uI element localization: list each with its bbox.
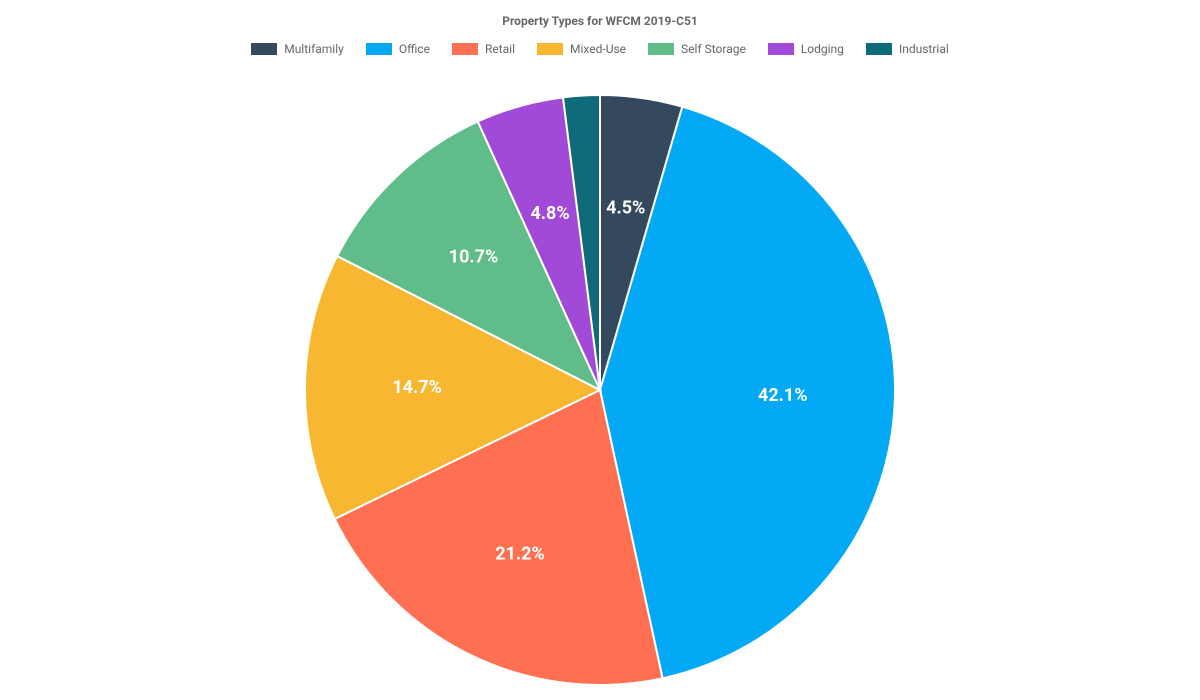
legend-item[interactable]: Self Storage	[648, 42, 746, 56]
slice-label: 42.1%	[758, 385, 808, 406]
legend-label: Office	[399, 42, 430, 56]
legend-item[interactable]: Lodging	[768, 42, 844, 56]
legend-item[interactable]: Multifamily	[251, 42, 344, 56]
legend-label: Multifamily	[284, 42, 344, 56]
legend-swatch	[866, 43, 892, 55]
chart-title: Property Types for WFCM 2019-C51	[0, 14, 1200, 28]
legend-label: Self Storage	[681, 42, 746, 56]
legend-swatch	[452, 43, 478, 55]
legend-label: Mixed-Use	[570, 42, 626, 56]
slice-label: 21.2%	[495, 543, 545, 564]
slice-label: 4.8%	[530, 203, 569, 224]
slice-label: 4.5%	[606, 198, 645, 219]
legend-item[interactable]: Office	[366, 42, 430, 56]
legend-label: Industrial	[899, 42, 949, 56]
legend-swatch	[366, 43, 392, 55]
slice-label: 14.7%	[392, 377, 442, 398]
legend-swatch	[537, 43, 563, 55]
slice-label: 10.7%	[449, 247, 499, 268]
legend-item[interactable]: Mixed-Use	[537, 42, 626, 56]
legend-label: Retail	[485, 42, 515, 56]
legend-item[interactable]: Retail	[452, 42, 515, 56]
chart-legend: Multifamily Office Retail Mixed-Use Self Sto…	[0, 42, 1200, 56]
legend-swatch	[768, 43, 794, 55]
legend-swatch	[648, 43, 674, 55]
pie-chart: 4.5% 42.1% 21.2% 14.7% 10.7% 4.8%	[0, 70, 1200, 700]
legend-label: Lodging	[801, 42, 844, 56]
legend-swatch	[251, 43, 277, 55]
legend-item[interactable]: Industrial	[866, 42, 949, 56]
